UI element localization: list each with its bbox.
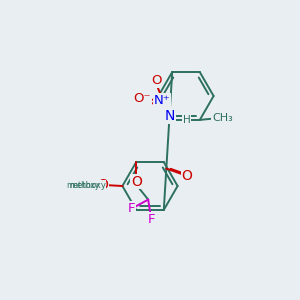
Text: O: O [131,175,142,189]
Text: N: N [164,109,175,123]
Text: F: F [147,213,155,226]
Text: O: O [98,178,108,192]
Text: O: O [151,74,162,87]
Text: CH₃: CH₃ [212,113,233,123]
Text: methoxy: methoxy [66,181,99,190]
Text: O⁻: O⁻ [134,92,151,105]
Text: O: O [182,169,192,183]
Text: F: F [128,202,136,215]
Text: methoxy: methoxy [69,181,106,190]
Text: H: H [183,115,190,124]
Text: N⁺: N⁺ [153,94,170,107]
